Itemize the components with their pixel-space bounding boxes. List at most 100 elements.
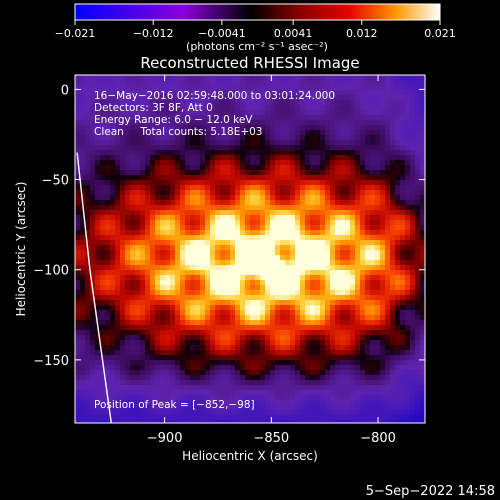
heatmap-cell bbox=[290, 105, 296, 111]
heatmap-cell bbox=[345, 410, 351, 416]
heatmap-cell bbox=[90, 415, 96, 421]
heatmap-cell bbox=[240, 255, 246, 261]
heatmap-cell bbox=[235, 270, 241, 276]
heatmap-cell bbox=[405, 130, 411, 136]
heatmap-cell bbox=[340, 215, 346, 221]
heatmap-cell bbox=[360, 125, 366, 131]
heatmap-cell bbox=[340, 390, 346, 396]
heatmap-cell bbox=[85, 205, 91, 211]
heatmap-cell bbox=[300, 245, 306, 251]
heatmap-cell bbox=[320, 150, 326, 156]
heatmap-cell bbox=[380, 195, 386, 201]
heatmap-cell bbox=[170, 120, 176, 126]
heatmap-cell bbox=[300, 135, 306, 141]
heatmap-cell bbox=[185, 195, 191, 201]
heatmap-cell bbox=[225, 290, 231, 296]
heatmap-cell bbox=[245, 365, 251, 371]
heatmap-cell bbox=[230, 115, 236, 121]
heatmap-cell bbox=[305, 220, 311, 226]
heatmap-cell bbox=[305, 205, 311, 211]
heatmap-cell bbox=[375, 360, 381, 366]
heatmap-cell bbox=[90, 215, 96, 221]
heatmap-cell bbox=[340, 305, 346, 311]
heatmap-cell bbox=[390, 405, 396, 411]
heatmap-cell bbox=[240, 345, 246, 351]
heatmap-cell bbox=[80, 365, 86, 371]
heatmap-cell bbox=[115, 210, 121, 216]
heatmap-cell bbox=[120, 275, 126, 281]
heatmap-cell bbox=[135, 295, 141, 301]
heatmap-cell bbox=[350, 355, 356, 361]
heatmap-cell bbox=[200, 130, 206, 136]
heatmap-cell bbox=[375, 110, 381, 116]
heatmap-cell bbox=[325, 245, 331, 251]
heatmap-cell bbox=[230, 400, 236, 406]
heatmap-cell bbox=[175, 385, 181, 391]
heatmap-cell bbox=[110, 130, 116, 136]
heatmap-cell bbox=[410, 100, 416, 106]
heatmap-cell bbox=[110, 155, 116, 161]
heatmap-cell bbox=[400, 415, 406, 421]
heatmap-cell bbox=[250, 305, 256, 311]
heatmap-cell bbox=[160, 95, 166, 101]
heatmap-cell bbox=[315, 145, 321, 151]
heatmap-cell bbox=[400, 330, 406, 336]
heatmap-cell bbox=[190, 270, 196, 276]
heatmap-cell bbox=[365, 345, 371, 351]
heatmap-cell bbox=[195, 390, 201, 396]
heatmap-cell bbox=[90, 310, 96, 316]
heatmap-cell bbox=[95, 415, 101, 421]
heatmap-cell bbox=[420, 130, 425, 136]
heatmap-cell bbox=[120, 125, 126, 131]
heatmap-cell bbox=[385, 310, 391, 316]
heatmap-cell bbox=[225, 370, 231, 376]
heatmap-cell bbox=[360, 95, 366, 101]
heatmap-cell bbox=[260, 170, 266, 176]
heatmap-cell bbox=[205, 405, 211, 411]
heatmap-cell bbox=[175, 165, 181, 171]
heatmap-cell bbox=[140, 145, 146, 151]
heatmap-cell bbox=[90, 185, 96, 191]
heatmap-cell bbox=[130, 390, 136, 396]
heatmap-cell bbox=[400, 245, 406, 251]
heatmap-cell bbox=[290, 120, 296, 126]
heatmap-cell bbox=[185, 130, 191, 136]
heatmap-cell bbox=[135, 205, 141, 211]
heatmap-cell bbox=[90, 75, 96, 81]
heatmap-cell bbox=[305, 215, 311, 221]
heatmap-cell bbox=[165, 380, 171, 386]
heatmap-cell bbox=[285, 150, 291, 156]
heatmap-cell bbox=[365, 340, 371, 346]
heatmap-cell bbox=[305, 300, 311, 306]
heatmap-cell bbox=[130, 235, 136, 241]
heatmap-cell bbox=[305, 115, 311, 121]
heatmap-cell bbox=[105, 385, 111, 391]
heatmap-cell bbox=[310, 370, 316, 376]
heatmap-cell bbox=[320, 160, 326, 166]
heatmap-cell bbox=[280, 115, 286, 121]
heatmap-cell bbox=[180, 110, 186, 116]
heatmap-cell bbox=[280, 345, 286, 351]
heatmap-cell bbox=[340, 410, 346, 416]
heatmap-cell bbox=[405, 260, 411, 266]
heatmap-cell bbox=[110, 385, 116, 391]
heatmap-cell bbox=[235, 230, 241, 236]
heatmap-cell bbox=[230, 315, 236, 321]
heatmap-cell bbox=[320, 275, 326, 281]
heatmap-cell bbox=[200, 170, 206, 176]
heatmap-cell bbox=[380, 405, 386, 411]
heatmap-cell bbox=[255, 315, 261, 321]
heatmap-cell bbox=[315, 350, 321, 356]
heatmap-cell bbox=[110, 205, 116, 211]
y-axis-ticks: 0−50−100−150 bbox=[33, 83, 425, 369]
heatmap-cell bbox=[165, 370, 171, 376]
heatmap-cell bbox=[125, 230, 131, 236]
heatmap-cell bbox=[170, 335, 176, 341]
heatmap-cell bbox=[335, 145, 341, 151]
heatmap-cell bbox=[245, 370, 251, 376]
heatmap-cell bbox=[175, 420, 181, 423]
heatmap-cell bbox=[145, 125, 151, 131]
heatmap-cell bbox=[110, 180, 116, 186]
heatmap-cell bbox=[290, 235, 296, 241]
heatmap-cell bbox=[305, 85, 311, 91]
